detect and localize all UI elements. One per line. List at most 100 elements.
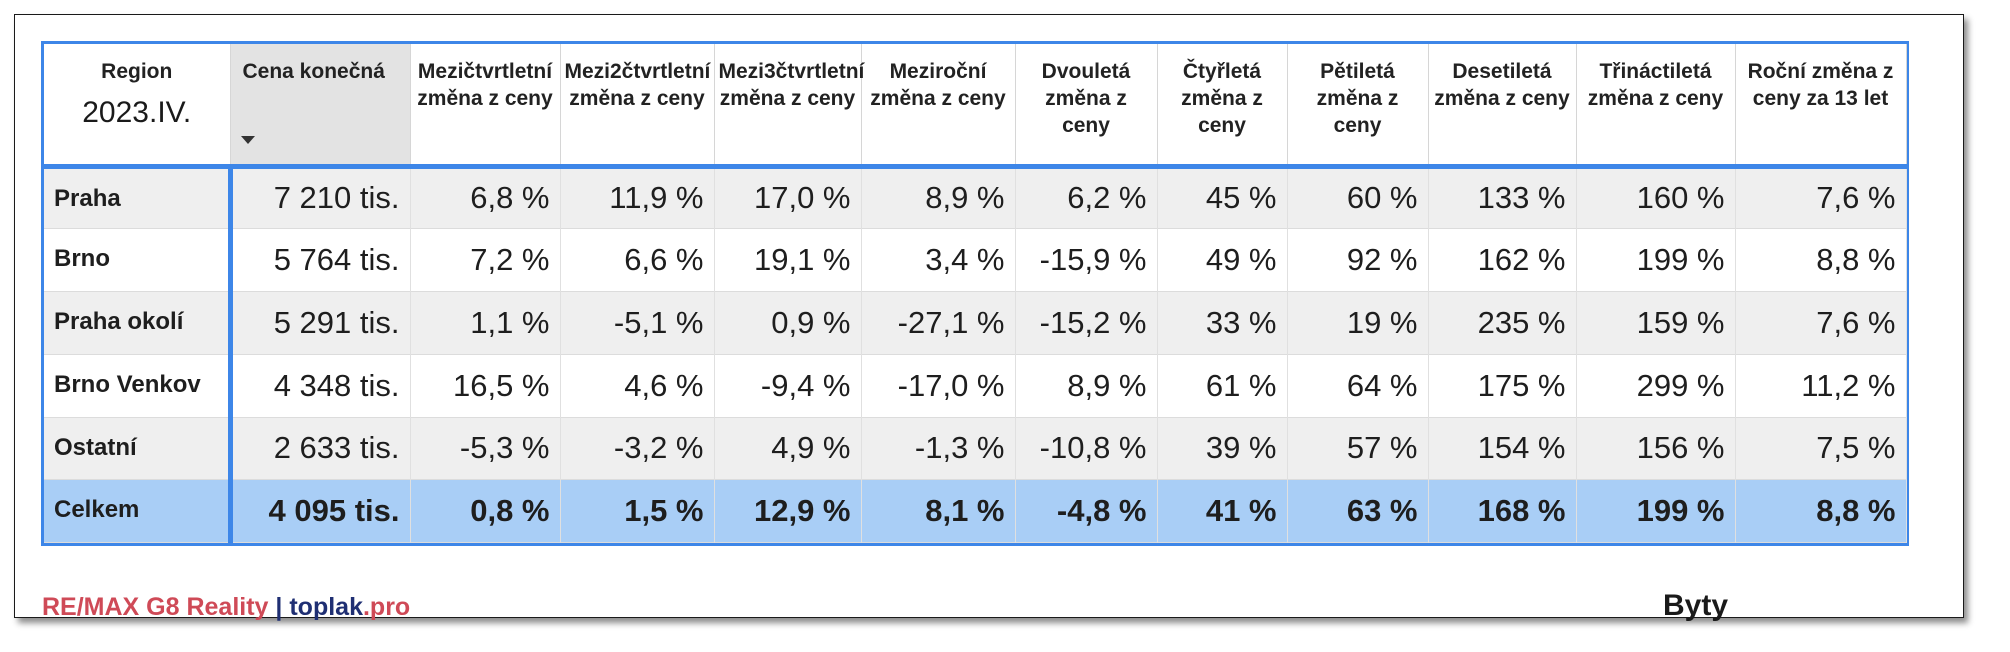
table-cell: 7,2 %: [410, 228, 561, 292]
column-header-label: Pětiletá změna z ceny: [1316, 60, 1399, 137]
column-header-5y-change[interactable]: Pětiletá změna z ceny: [1287, 44, 1429, 166]
column-header-label: Čtyřletá změna z ceny: [1181, 60, 1263, 137]
total-cell: 168 %: [1428, 479, 1577, 543]
region-cell: Brno: [44, 228, 233, 292]
brand-domain-suffix: .pro: [362, 593, 411, 621]
table-cell: -9,4 %: [714, 354, 862, 417]
column-header-region[interactable]: Region 2023.IV.: [44, 44, 231, 166]
column-header-label: Mezičtvrtletní změna z ceny: [417, 60, 553, 110]
brand-toplak: toplak: [289, 593, 363, 621]
total-cell: 4 095 tis.: [230, 479, 411, 543]
table-cell: 39 %: [1157, 417, 1288, 480]
column-header-4y-change[interactable]: Čtyřletá změna z ceny: [1157, 44, 1288, 166]
sort-descending-icon[interactable]: [240, 135, 255, 144]
table-cell: 6,6 %: [560, 228, 715, 292]
table-cell: 60 %: [1287, 166, 1429, 229]
region-cell: Ostatní: [44, 417, 233, 480]
table-cell: 3,4 %: [861, 228, 1016, 292]
table-cell: 159 %: [1576, 291, 1736, 355]
column-header-label: Desetiletá změna z ceny: [1434, 60, 1570, 110]
total-cell: 8,1 %: [861, 479, 1016, 543]
table-cell: 8,9 %: [1015, 354, 1158, 417]
property-type-label: Byty: [1663, 589, 1729, 622]
table-row: Brno Venkov 4 348 tis. 16,5 % 4,6 % -9,4…: [44, 354, 1907, 417]
table-cell: 6,2 %: [1015, 166, 1158, 229]
total-cell: 199 %: [1576, 479, 1736, 543]
footer-branding: RE/MAX G8 Reality | toplak.pro: [42, 593, 410, 622]
brand-remax: RE/MAX G8 Reality: [42, 593, 269, 621]
table-cell: 133 %: [1428, 166, 1577, 229]
table-cell: 5 291 tis.: [230, 291, 411, 355]
table-cell: 16,5 %: [410, 354, 561, 417]
table-cell: 199 %: [1576, 228, 1736, 292]
table-cell: 33 %: [1157, 291, 1288, 355]
table-cell: 11,2 %: [1735, 354, 1907, 417]
table-cell: -17,0 %: [861, 354, 1016, 417]
column-header-final-price[interactable]: Cena konečná: [230, 44, 411, 166]
column-header-label: Cena konečná: [242, 60, 385, 83]
table-cell: 8,8 %: [1735, 228, 1907, 292]
table-header-row: Region 2023.IV. Cena konečná Mezičtvrtle…: [44, 44, 1907, 166]
table-cell: -5,3 %: [410, 417, 561, 480]
column-header-label: Meziroční změna z ceny: [870, 60, 1006, 110]
table-cell: 175 %: [1428, 354, 1577, 417]
table-cell: 7,5 %: [1735, 417, 1907, 480]
table-cell: 49 %: [1157, 228, 1288, 292]
table-cell: 17,0 %: [714, 166, 862, 229]
table-row: Ostatní 2 633 tis. -5,3 % -3,2 % 4,9 % -…: [44, 417, 1907, 480]
table-row: Praha 7 210 tis. 6,8 % 11,9 % 17,0 % 8,9…: [44, 166, 1907, 229]
column-header-label: Třináctiletá změna z ceny: [1587, 60, 1724, 110]
total-row: Celkem 4 095 tis. 0,8 % 1,5 % 12,9 % 8,1…: [44, 479, 1907, 543]
column-header-qoq-change[interactable]: Mezičtvrtletní změna z ceny: [410, 44, 561, 166]
table-cell: 19,1 %: [714, 228, 862, 292]
table-cell: 7,6 %: [1735, 291, 1907, 355]
table-row: Brno 5 764 tis. 7,2 % 6,6 % 19,1 % 3,4 %…: [44, 228, 1907, 292]
period-label: 2023.IV.: [82, 96, 192, 129]
table-cell: 160 %: [1576, 166, 1736, 229]
table-cell: -3,2 %: [560, 417, 715, 480]
table-cell: 299 %: [1576, 354, 1736, 417]
table-cell: 0,9 %: [714, 291, 862, 355]
column-header-annual-13y-change[interactable]: Roční změna z ceny za 13 let: [1735, 44, 1907, 166]
column-header-label: Mezi3čtvrtletní změna z ceny: [718, 60, 865, 110]
table-cell: 64 %: [1287, 354, 1429, 417]
table-cell: 61 %: [1157, 354, 1288, 417]
total-cell: 41 %: [1157, 479, 1288, 543]
table-cell: 2 633 tis.: [230, 417, 411, 480]
table-cell: 7 210 tis.: [230, 166, 411, 229]
region-cell: Praha okolí: [44, 291, 233, 355]
table-cell: 8,9 %: [861, 166, 1016, 229]
column-header-2q-change[interactable]: Mezi2čtvrtletní změna z ceny: [560, 44, 715, 166]
price-table-container: Region 2023.IV. Cena konečná Mezičtvrtle…: [41, 41, 1909, 546]
region-cell: Brno Venkov: [44, 354, 233, 417]
table-cell: 57 %: [1287, 417, 1429, 480]
column-header-label: Mezi2čtvrtletní změna z ceny: [564, 60, 711, 110]
table-cell: -5,1 %: [560, 291, 715, 355]
column-header-2y-change[interactable]: Dvouletá změna z ceny: [1015, 44, 1158, 166]
total-cell: 1,5 %: [560, 479, 715, 543]
total-cell: 8,8 %: [1735, 479, 1907, 543]
table-cell: 235 %: [1428, 291, 1577, 355]
table-cell: 162 %: [1428, 228, 1577, 292]
table-cell: 4 348 tis.: [230, 354, 411, 417]
region-cell: Praha: [44, 166, 233, 229]
column-header-10y-change[interactable]: Desetiletá změna z ceny: [1428, 44, 1577, 166]
column-header-3q-change[interactable]: Mezi3čtvrtletní změna z ceny: [714, 44, 864, 166]
table-cell: 156 %: [1576, 417, 1736, 480]
table-cell: 4,6 %: [560, 354, 715, 417]
table-cell: 92 %: [1287, 228, 1429, 292]
table-cell: -15,2 %: [1015, 291, 1158, 355]
table-cell: -27,1 %: [861, 291, 1016, 355]
table-cell: 45 %: [1157, 166, 1288, 229]
column-header-yoy-change[interactable]: Meziroční změna z ceny: [861, 44, 1016, 166]
column-header-13y-change[interactable]: Třináctiletá změna z ceny: [1576, 44, 1736, 166]
price-table: Region 2023.IV. Cena konečná Mezičtvrtle…: [44, 44, 1907, 543]
brand-separator: |: [275, 593, 283, 621]
total-cell: -4,8 %: [1015, 479, 1158, 543]
table-cell: 6,8 %: [410, 166, 561, 229]
report-frame: Region 2023.IV. Cena konečná Mezičtvrtle…: [14, 14, 1964, 622]
table-cell: -10,8 %: [1015, 417, 1158, 480]
total-cell: 63 %: [1287, 479, 1429, 543]
column-header-label: Roční změna z ceny za 13 let: [1747, 60, 1894, 110]
table-cell: 19 %: [1287, 291, 1429, 355]
